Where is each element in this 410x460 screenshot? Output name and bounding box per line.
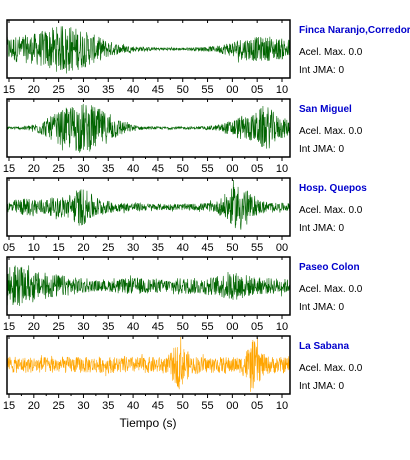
x-tick-label: 55 bbox=[201, 84, 213, 96]
x-tick-label: 50 bbox=[177, 163, 189, 175]
panel-frame bbox=[6, 335, 291, 395]
x-tick-label: 25 bbox=[53, 321, 65, 333]
max-acceleration: Acel. Max. 0.0 bbox=[299, 126, 363, 137]
x-tick-label: 50 bbox=[226, 242, 238, 254]
x-axis-title: Tiempo (s) bbox=[120, 416, 177, 430]
panels-group: 15 20 25 30 35 40 45 50 55 00 05 10 Finca Naranjo,Co… bbox=[3, 19, 410, 412]
x-tick-label: 20 bbox=[28, 400, 40, 412]
x-tick-label: 10 bbox=[276, 163, 288, 175]
x-tick-label: 35 bbox=[102, 321, 114, 333]
x-tick-label: 35 bbox=[102, 400, 114, 412]
x-tick-label: 05 bbox=[251, 321, 263, 333]
panel-5: 15 20 25 30 35 40 45 50 55 00 05 10 La Sabana Acel. M… bbox=[3, 335, 363, 412]
station-name: Hosp. Quepos bbox=[299, 183, 367, 194]
x-tick-label: 55 bbox=[201, 400, 213, 412]
x-tick-label: 00 bbox=[226, 84, 238, 96]
x-tick-label: 00 bbox=[226, 400, 238, 412]
x-tick-label: 30 bbox=[77, 84, 89, 96]
x-tick-label: 35 bbox=[102, 163, 114, 175]
panel-frame bbox=[6, 177, 291, 237]
x-tick-label: 10 bbox=[276, 84, 288, 96]
panel-1: 15 20 25 30 35 40 45 50 55 00 05 10 Finca Naranjo,Co… bbox=[3, 19, 410, 96]
x-tick-label: 40 bbox=[127, 400, 139, 412]
jma-intensity: Int JMA: 0 bbox=[299, 65, 344, 76]
x-tick-label: 05 bbox=[251, 400, 263, 412]
max-acceleration: Acel. Max. 0.0 bbox=[299, 284, 363, 295]
x-tick-label: 55 bbox=[201, 321, 213, 333]
x-tick-label: 45 bbox=[152, 84, 164, 96]
jma-intensity: Int JMA: 0 bbox=[299, 302, 344, 313]
x-tick-label: 15 bbox=[3, 84, 15, 96]
panel-frame bbox=[6, 19, 291, 79]
x-tick-label: 20 bbox=[77, 242, 89, 254]
waveform-trace bbox=[6, 265, 291, 306]
x-tick-label: 50 bbox=[177, 321, 189, 333]
x-tick-label: 25 bbox=[53, 84, 65, 96]
x-tick-label: 30 bbox=[77, 163, 89, 175]
x-tick-label: 00 bbox=[226, 321, 238, 333]
x-tick-label: 00 bbox=[276, 242, 288, 254]
x-tick-label: 00 bbox=[226, 163, 238, 175]
x-tick-label: 15 bbox=[3, 321, 15, 333]
panel-3: 05 10 15 20 25 30 35 40 45 50 55 00 Hosp. Quepos Acel… bbox=[3, 177, 367, 254]
x-tick-label: 10 bbox=[276, 321, 288, 333]
panel-4: 15 20 25 30 35 40 45 50 55 00 05 10 Paseo Colon Acel.… bbox=[3, 256, 363, 333]
x-tick-label: 25 bbox=[102, 242, 114, 254]
x-tick-label: 35 bbox=[152, 242, 164, 254]
x-tick-label: 15 bbox=[3, 400, 15, 412]
panel-2: 15 20 25 30 35 40 45 50 55 00 05 10 San Miguel Acel. … bbox=[3, 98, 363, 175]
waveform-trace bbox=[6, 180, 291, 230]
x-tick-label: 40 bbox=[177, 242, 189, 254]
x-tick-label: 40 bbox=[127, 84, 139, 96]
x-tick-label: 25 bbox=[53, 400, 65, 412]
x-tick-label: 45 bbox=[152, 321, 164, 333]
x-tick-label: 45 bbox=[152, 400, 164, 412]
x-tick-label: 50 bbox=[177, 84, 189, 96]
x-tick-label: 10 bbox=[28, 242, 40, 254]
station-name: San Miguel bbox=[299, 104, 352, 115]
x-tick-label: 05 bbox=[251, 163, 263, 175]
x-tick-label: 50 bbox=[177, 400, 189, 412]
jma-intensity: Int JMA: 0 bbox=[299, 223, 344, 234]
x-tick-label: 25 bbox=[53, 163, 65, 175]
x-tick-label: 35 bbox=[102, 84, 114, 96]
max-acceleration: Acel. Max. 0.0 bbox=[299, 47, 363, 58]
x-tick-label: 30 bbox=[127, 242, 139, 254]
waveform-trace bbox=[6, 26, 291, 74]
station-name: La Sabana bbox=[299, 341, 349, 352]
x-tick-label: 20 bbox=[28, 84, 40, 96]
x-tick-label: 05 bbox=[251, 84, 263, 96]
x-tick-label: 15 bbox=[3, 163, 15, 175]
x-tick-label: 15 bbox=[53, 242, 65, 254]
x-tick-label: 05 bbox=[3, 242, 15, 254]
x-tick-label: 20 bbox=[28, 163, 40, 175]
panel-frame bbox=[6, 256, 291, 316]
x-tick-label: 10 bbox=[276, 400, 288, 412]
station-name: Finca Naranjo,Corredores bbox=[299, 25, 410, 36]
x-tick-label: 30 bbox=[77, 400, 89, 412]
x-tick-label: 40 bbox=[127, 163, 139, 175]
jma-intensity: Int JMA: 0 bbox=[299, 144, 344, 155]
max-acceleration: Acel. Max. 0.0 bbox=[299, 363, 363, 374]
x-tick-label: 55 bbox=[201, 163, 213, 175]
waveform-trace bbox=[6, 336, 291, 392]
panel-frame bbox=[6, 98, 291, 158]
x-tick-label: 20 bbox=[28, 321, 40, 333]
jma-intensity: Int JMA: 0 bbox=[299, 381, 344, 392]
x-tick-label: 40 bbox=[127, 321, 139, 333]
max-acceleration: Acel. Max. 0.0 bbox=[299, 205, 363, 216]
station-name: Paseo Colon bbox=[299, 262, 360, 273]
x-tick-label: 45 bbox=[201, 242, 213, 254]
x-tick-label: 45 bbox=[152, 163, 164, 175]
waveform-trace bbox=[6, 103, 291, 153]
x-tick-label: 30 bbox=[77, 321, 89, 333]
x-tick-label: 55 bbox=[251, 242, 263, 254]
